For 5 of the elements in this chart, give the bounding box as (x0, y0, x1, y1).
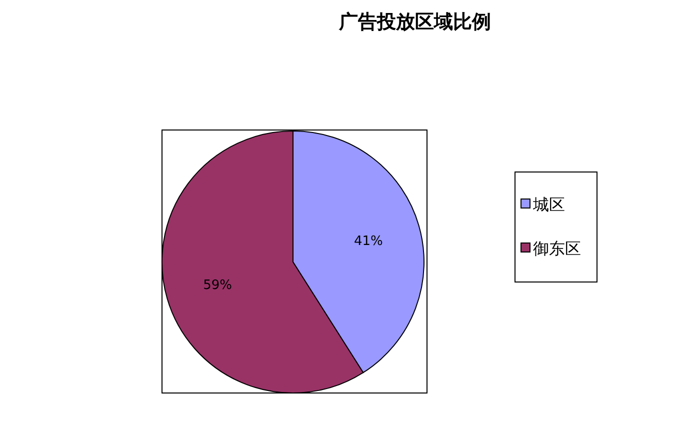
data-label: 41% (354, 234, 383, 250)
legend-label: 御东区 (533, 239, 581, 258)
legend-label: 城区 (532, 195, 565, 214)
data-label: 59% (203, 278, 232, 293)
chart-title: 广告投放区域比例 (338, 11, 491, 33)
